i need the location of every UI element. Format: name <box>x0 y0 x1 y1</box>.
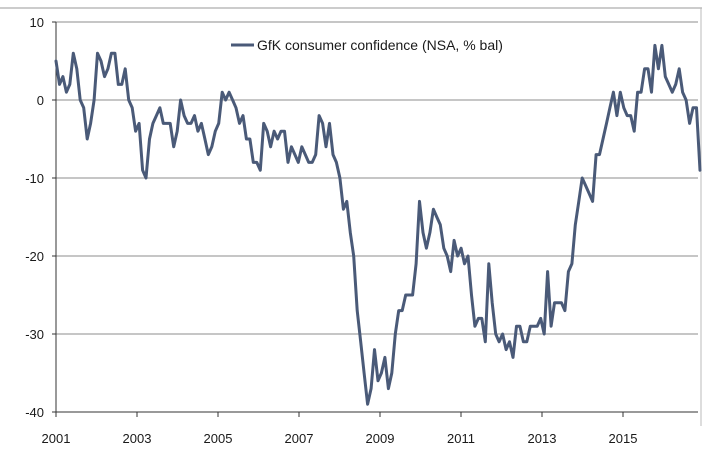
y-axis-ticks: 10 0 -10 -20 -30 -40 <box>25 15 56 420</box>
x-axis-ticks: 2001 2003 2005 2007 2009 2011 2013 2015 <box>42 412 638 446</box>
legend-label: GfK consumer confidence (NSA, % bal) <box>257 37 503 53</box>
x-tick-label: 2013 <box>528 431 557 446</box>
y-tick-label: -10 <box>25 171 44 186</box>
x-tick-label: 2001 <box>42 431 71 446</box>
y-tick-label: 10 <box>30 15 44 30</box>
y-tick-label: -20 <box>25 249 44 264</box>
y-tick-label: 0 <box>37 93 44 108</box>
x-tick-label: 2007 <box>285 431 314 446</box>
x-tick-label: 2005 <box>204 431 233 446</box>
legend: GfK consumer confidence (NSA, % bal) <box>231 37 503 53</box>
x-tick-label: 2011 <box>447 431 475 446</box>
axes <box>55 22 698 413</box>
x-tick-label: 2009 <box>366 431 395 446</box>
x-tick-label: 2003 <box>123 431 152 446</box>
horizontal-gridlines <box>56 21 698 335</box>
series-line-gfk-consumer-confidence <box>54 43 702 406</box>
y-tick-label: -30 <box>25 327 44 342</box>
y-tick-label: -40 <box>25 405 44 420</box>
x-tick-label: 2015 <box>609 431 638 446</box>
